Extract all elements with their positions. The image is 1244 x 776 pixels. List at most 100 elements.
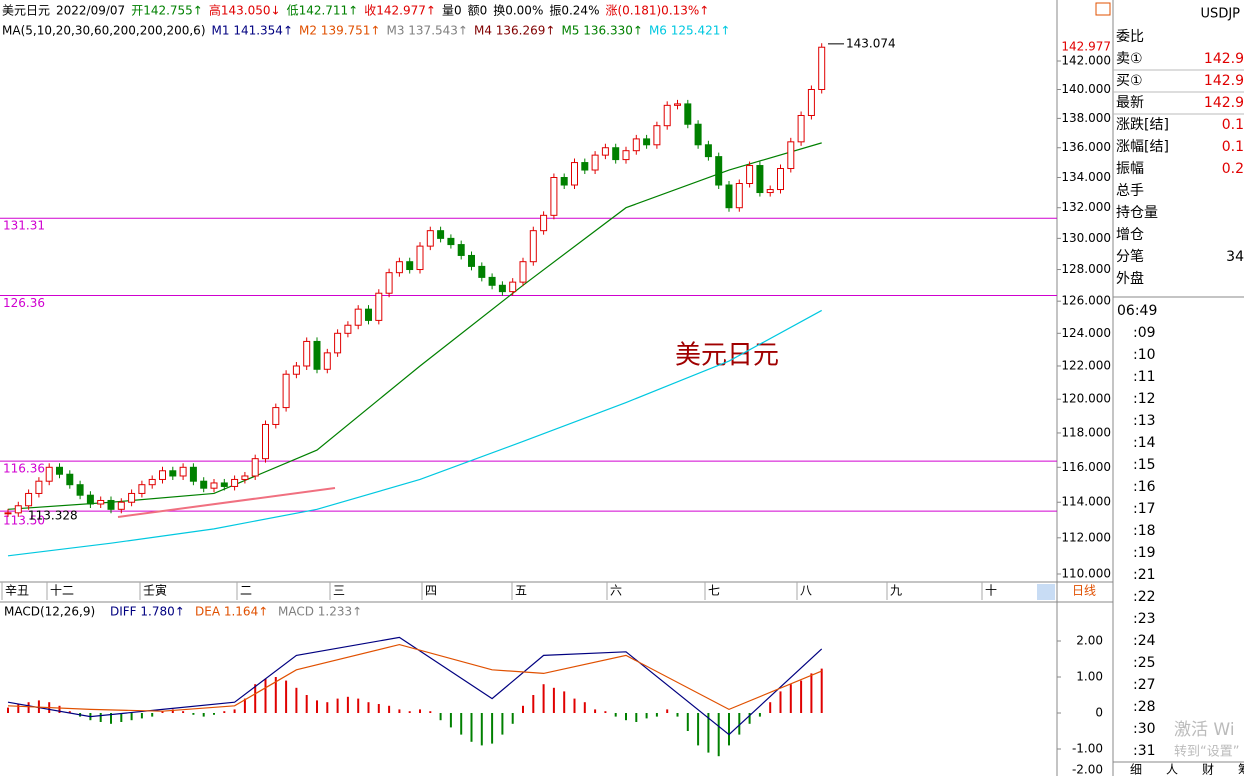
panel-tab[interactable]: 筹 [1238,763,1244,776]
quote-value: 0.1 [1222,139,1244,155]
candle-body [715,156,723,186]
time-label: :28 [1133,699,1156,715]
candle-body [756,165,764,194]
candle-body [807,88,815,116]
candle-body [200,480,208,489]
macd-title: MACD(12,26,9) [4,605,95,619]
candle-body [303,340,311,367]
macd-value: MACD 1.233↑ [278,605,362,619]
scroll-box[interactable] [1037,584,1055,600]
candle-body [550,176,558,216]
candle-body [14,505,22,514]
y-tick-label: 118.000 [1061,425,1111,439]
candle-body [787,141,795,170]
candle-body [375,292,383,321]
annotation: 美元日元 [675,341,779,371]
macd-tick-label: 0 [1095,706,1103,720]
first-time: 06:49 [1117,303,1157,319]
time-label: :24 [1133,633,1156,649]
time-label: :18 [1133,523,1156,539]
time-label: :22 [1133,589,1156,605]
month-label: 壬寅 [143,583,167,598]
candle-body [468,254,475,267]
y-tick-label: 116.000 [1061,460,1111,474]
candle-body [797,114,805,143]
quote-label: 委比 [1116,29,1144,45]
candle-body [313,340,321,370]
y-tick-label: 126.000 [1061,294,1111,308]
panel-icon[interactable] [1095,2,1111,16]
candle-body [571,162,578,186]
month-label: 四 [425,584,437,598]
quote-value: 0.2 [1222,161,1244,177]
quote-label: 买① [1116,73,1143,89]
macd-diff: DIFF 1.780↑ [110,605,185,619]
symbol: USDJP [1201,7,1241,22]
quote-label: 卖① [1116,51,1143,67]
candle-body [478,265,486,278]
panel-tab[interactable]: 人 [1166,763,1178,776]
macd-tick-label: -1.00 [1072,742,1103,756]
candle-body [97,499,105,505]
candle-body [818,46,826,90]
candle-body [220,482,228,487]
candle-body [406,261,414,271]
candle-body [292,365,300,375]
candle-body [653,125,661,146]
candle-body [148,478,156,486]
candle-body [231,478,239,487]
candle-body [581,162,589,171]
quote-label: 振幅 [1116,161,1144,177]
quote-label: 增仓 [1116,227,1144,243]
candle-body [416,245,424,271]
candle-body [25,492,33,507]
candle-body [262,423,269,460]
high-label: 143.074 [846,36,896,50]
header-item: M2 139.751↑ [299,24,380,38]
candle-body [385,272,393,294]
watermark: 转到“设置” [1174,745,1239,760]
quote-label: 最新 [1116,95,1144,111]
candle-body [447,237,455,246]
header-item: M4 136.269↑ [474,24,555,38]
candle-body [704,144,712,158]
time-label: :12 [1133,391,1156,407]
header-item: 收142.977↑ [364,4,436,18]
time-label: :10 [1133,347,1156,363]
candle-body [395,261,403,274]
ma-line [7,309,822,557]
candle-body [323,352,331,370]
header-item: 高143.050↓ [209,3,281,18]
y-tick-label: 120.000 [1061,392,1111,406]
candle-body [334,332,342,354]
time-label: :17 [1133,501,1156,517]
header-item: 额0 [468,4,488,18]
candle-body [437,230,445,239]
candle-body [66,473,74,486]
candle-body [735,183,743,209]
candle-body [498,284,506,293]
quote-label: 持仓量 [1116,205,1158,221]
quote-value: 0.1 [1222,117,1244,133]
y-tick-label: 110.000 [1061,567,1111,581]
last-price: 142.977 [1061,40,1111,54]
panel-tab[interactable]: 细 [1130,763,1142,776]
candle-body [509,281,517,293]
candle-body [138,484,146,494]
candle-body [663,104,671,127]
candle-body [179,466,187,477]
y-tick-label: 124.000 [1061,326,1111,340]
candle-body [107,499,115,510]
candle-body [354,308,362,326]
candle-body [159,470,166,480]
month-label: 五 [515,584,527,598]
candle-body [725,184,733,209]
candle-body [694,123,702,146]
candle-body [272,407,280,425]
panel-tab[interactable]: 财 [1202,763,1214,776]
header-item: 低142.711↑ [287,4,359,18]
y-tick-label: 140.000 [1061,82,1111,96]
period-button[interactable]: 日线 [1072,584,1096,598]
candle-body [519,261,527,283]
